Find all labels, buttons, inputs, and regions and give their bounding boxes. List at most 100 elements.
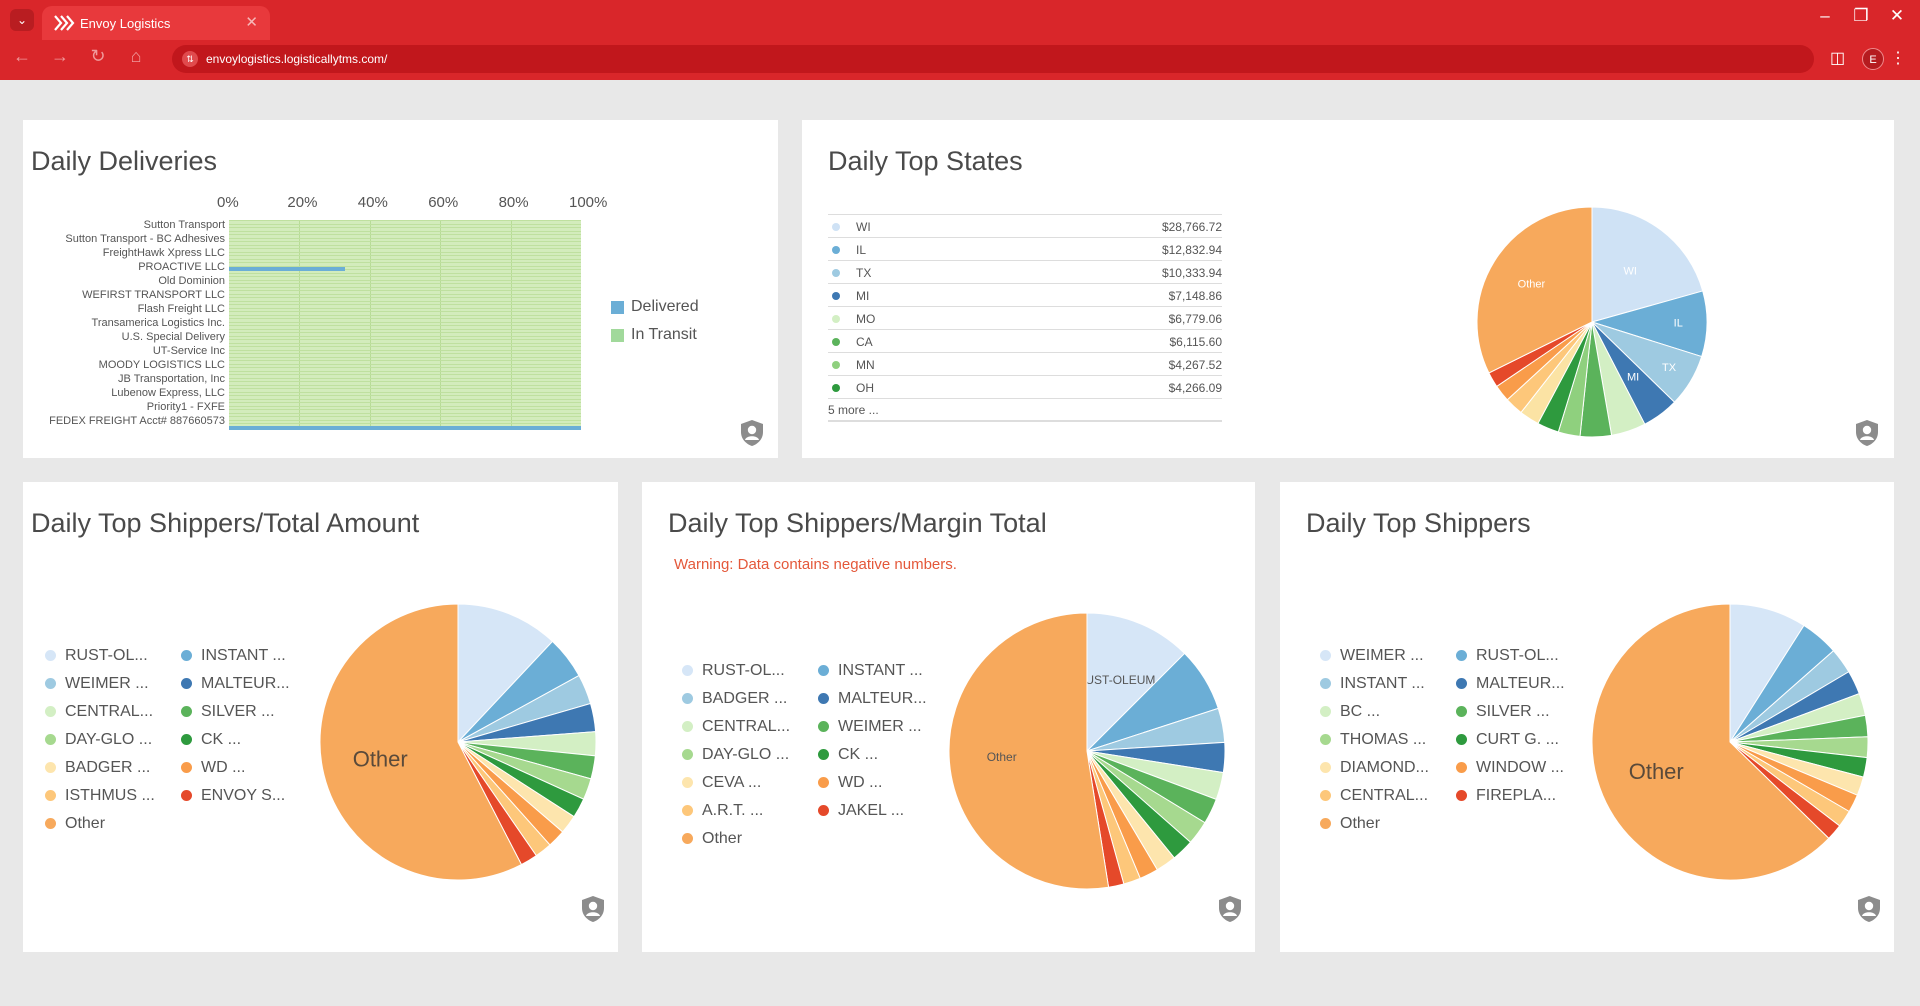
- legend-dot: [45, 790, 56, 801]
- legend-item[interactable]: ENVOY S...: [181, 787, 285, 805]
- legend-item[interactable]: BADGER ...: [682, 690, 787, 708]
- legend-item[interactable]: INSTANT ...: [1320, 675, 1425, 693]
- row-stripe: [229, 405, 581, 407]
- legend-item[interactable]: WEIMER ...: [1320, 647, 1424, 665]
- legend-item[interactable]: A.R.T. ...: [682, 802, 763, 820]
- legend-item[interactable]: ISTHMUS ...: [45, 787, 155, 805]
- legend-item[interactable]: MALTEUR...: [818, 690, 927, 708]
- legend-item[interactable]: Other: [682, 830, 742, 848]
- legend-item[interactable]: WD ...: [181, 759, 245, 777]
- pie-slice[interactable]: [1591, 603, 1830, 881]
- state-row[interactable]: CA $6,115.60: [828, 329, 1222, 352]
- legend-item[interactable]: RUST-OL...: [1456, 647, 1559, 665]
- row-stripe: [229, 251, 581, 253]
- legend-item[interactable]: RUST-OL...: [45, 647, 148, 665]
- browser-menu-icon[interactable]: ⋮: [1890, 50, 1906, 67]
- pie-slice[interactable]: [457, 603, 554, 744]
- reload-icon[interactable]: ↻: [90, 46, 106, 66]
- row-stripe: [229, 248, 581, 249]
- row-stripe: [229, 318, 581, 319]
- legend-item[interactable]: RUST-OL...: [682, 662, 785, 680]
- pie-slice[interactable]: [1476, 206, 1593, 374]
- legend-item[interactable]: INSTANT ...: [181, 647, 286, 665]
- user-shield-icon[interactable]: [737, 418, 767, 448]
- tab-close-icon[interactable]: ✕: [245, 14, 258, 31]
- legend-item[interactable]: CENTRAL...: [1320, 787, 1428, 805]
- legend-item[interactable]: WEIMER ...: [818, 718, 922, 736]
- legend-label: INSTANT ...: [1340, 675, 1425, 692]
- legend-item[interactable]: CENTRAL...: [682, 718, 790, 736]
- legend-dot: [45, 762, 56, 773]
- legend-delivered[interactable]: Delivered: [631, 298, 699, 315]
- legend-item[interactable]: MALTEUR...: [181, 675, 290, 693]
- tab-search-icon[interactable]: ⌄: [10, 9, 34, 31]
- state-code: WI: [856, 220, 871, 234]
- legend-item[interactable]: DIAMOND...: [1320, 759, 1429, 777]
- pie-slice[interactable]: [319, 603, 523, 881]
- legend-item[interactable]: CK ...: [181, 731, 241, 749]
- profile-avatar[interactable]: E: [1862, 48, 1884, 70]
- legend-item[interactable]: BADGER ...: [45, 759, 150, 777]
- legend-item[interactable]: SILVER ...: [181, 703, 275, 721]
- legend-item[interactable]: Other: [1320, 815, 1380, 833]
- legend-dot: [181, 762, 192, 773]
- pie-slice[interactable]: [1086, 612, 1186, 753]
- state-amount: $12,832.94: [1161, 243, 1222, 257]
- back-icon[interactable]: ←: [13, 46, 31, 66]
- legend-item[interactable]: INSTANT ...: [818, 662, 923, 680]
- legend-item[interactable]: THOMAS ...: [1320, 731, 1426, 749]
- state-row[interactable]: MN $4,267.52: [828, 352, 1222, 375]
- row-stripe: [229, 412, 581, 414]
- legend-item[interactable]: WD ...: [818, 774, 882, 792]
- legend-label: DIAMOND...: [1340, 759, 1429, 776]
- legend-dot: [1456, 762, 1467, 773]
- legend-item[interactable]: WINDOW ...: [1456, 759, 1564, 777]
- state-row[interactable]: MO $6,779.06: [828, 306, 1222, 329]
- state-row[interactable]: TX $10,333.94: [828, 260, 1222, 283]
- legend-label: DAY-GLO ...: [702, 746, 790, 763]
- legend-item[interactable]: WEIMER ...: [45, 675, 149, 693]
- pie-slice[interactable]: [1591, 206, 1704, 323]
- legend-in-transit[interactable]: In Transit: [631, 326, 697, 343]
- legend-item[interactable]: CEVA ...: [682, 774, 761, 792]
- browser-tab[interactable]: Envoy Logistics ✕: [42, 6, 270, 40]
- address-bar[interactable]: ⇅ envoylogistics.logisticallytms.com/: [172, 45, 1814, 73]
- slice-label: WI: [1623, 266, 1636, 278]
- legend-item[interactable]: BC ...: [1320, 703, 1380, 721]
- state-row[interactable]: IL $12,832.94: [828, 237, 1222, 260]
- state-color-dot: [832, 223, 840, 231]
- legend-label: BADGER ...: [702, 690, 788, 707]
- row-stripe: [229, 423, 581, 424]
- legend-item[interactable]: MALTEUR...: [1456, 675, 1565, 693]
- legend-item[interactable]: FIREPLA...: [1456, 787, 1556, 805]
- y-tick-label: Lubenow Express, LLC: [111, 387, 225, 399]
- close-window-icon[interactable]: ✕: [1889, 6, 1905, 25]
- state-row[interactable]: MI $7,148.86: [828, 283, 1222, 306]
- user-shield-icon[interactable]: [1854, 894, 1884, 924]
- restore-icon[interactable]: ❐: [1853, 6, 1869, 25]
- state-row[interactable]: WI $28,766.72: [828, 214, 1222, 237]
- more-link[interactable]: 5 more ...: [828, 398, 1222, 420]
- site-info-icon[interactable]: ⇅: [182, 51, 198, 67]
- minimize-icon[interactable]: –: [1820, 6, 1830, 25]
- legend-item[interactable]: DAY-GLO ...: [45, 731, 152, 749]
- legend-item[interactable]: DAY-GLO ...: [682, 746, 789, 764]
- side-panel-icon[interactable]: ◫: [1830, 50, 1846, 67]
- user-shield-icon[interactable]: [1215, 894, 1245, 924]
- user-shield-icon[interactable]: [578, 894, 608, 924]
- home-icon[interactable]: ⌂: [130, 46, 142, 66]
- state-row[interactable]: OH $4,266.09: [828, 375, 1222, 398]
- legend-item[interactable]: CENTRAL...: [45, 703, 153, 721]
- legend-item[interactable]: Other: [45, 815, 105, 833]
- legend-label: MALTEUR...: [201, 675, 290, 692]
- legend-item[interactable]: CURT G. ...: [1456, 731, 1559, 749]
- pie-slice[interactable]: [948, 612, 1110, 890]
- legend-item[interactable]: CK ...: [818, 746, 878, 764]
- legend-item[interactable]: SILVER ...: [1456, 703, 1550, 721]
- delivered-bar[interactable]: [229, 426, 581, 430]
- forward-icon[interactable]: →: [51, 46, 69, 66]
- user-shield-icon[interactable]: [1852, 418, 1882, 448]
- delivered-bar[interactable]: [229, 267, 346, 271]
- shippers-total-card: Daily Top Shippers/Total Amount RUST-OL.…: [23, 482, 618, 952]
- legend-item[interactable]: JAKEL ...: [818, 802, 904, 820]
